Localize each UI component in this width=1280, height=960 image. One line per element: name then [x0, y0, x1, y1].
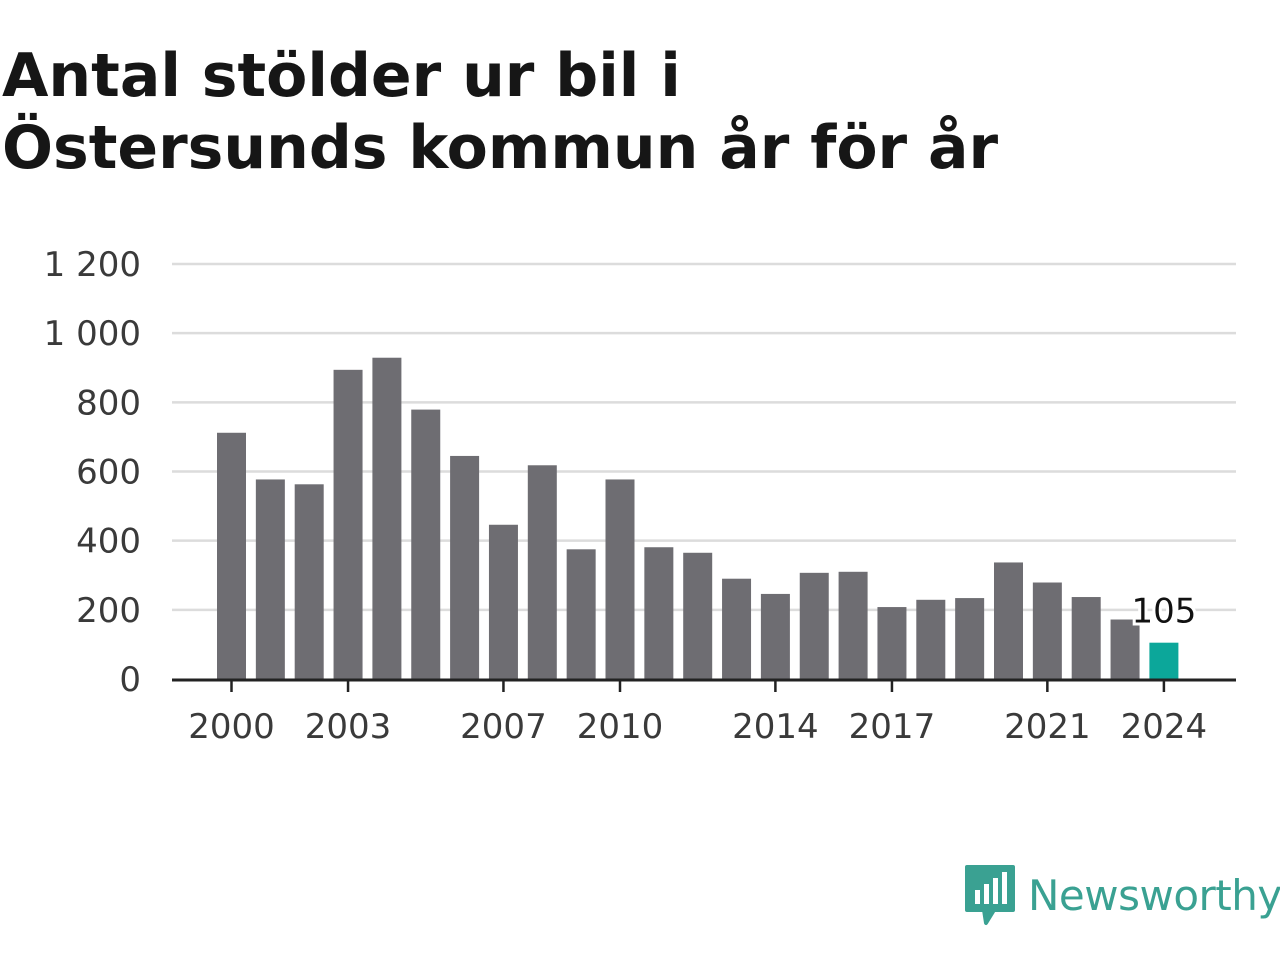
bar-2022: [1071, 597, 1101, 679]
bar-2010: [605, 479, 635, 679]
y-axis-ticks: 0 200 400 600 800 1 000 1 200: [44, 245, 141, 700]
bar-2023: [1110, 619, 1140, 679]
x-tick-label: 2014: [732, 707, 819, 747]
x-tick-label: 2010: [577, 707, 664, 747]
bar-2003: [333, 369, 363, 679]
x-tick-label: 2021: [1004, 707, 1091, 747]
x-tick-label: 2007: [460, 707, 547, 747]
bar-2024: [1149, 642, 1179, 679]
bar-2001: [255, 479, 285, 679]
bar-2011: [644, 547, 674, 679]
x-tick-label: 2000: [188, 707, 275, 747]
bar-2004: [372, 357, 402, 679]
data-labels: 105: [1128, 589, 1199, 635]
x-tick-label: 2003: [305, 707, 392, 747]
bar-2012: [683, 552, 713, 679]
bar-2016: [838, 571, 868, 679]
bar-2014: [760, 593, 790, 679]
y-tick-label: 400: [76, 522, 141, 562]
bar-2006: [450, 455, 480, 679]
bar-2007: [488, 524, 518, 679]
newsworthy-logo-icon: [965, 865, 1015, 925]
brand-logo: Newsworthy: [964, 862, 1280, 928]
x-tick-label: 2024: [1121, 707, 1208, 747]
bar-2000: [217, 432, 246, 679]
bar-2005: [411, 409, 441, 679]
y-tick-label: 600: [76, 453, 141, 493]
bar-2015: [799, 572, 829, 679]
bar-2020: [994, 562, 1023, 679]
chart-title: Antal stölder ur bil i Östersunds kommun…: [2, 41, 999, 183]
bar-2017: [877, 607, 907, 679]
bar-2008: [527, 465, 557, 679]
y-tick-label: 200: [76, 591, 141, 631]
y-tick-label: 0: [119, 660, 141, 700]
bar-2021: [1032, 582, 1062, 679]
bar-2018: [916, 599, 946, 679]
data-label-2024: 105: [1131, 592, 1196, 632]
y-tick-label: 1 200: [44, 245, 141, 285]
bar-2009: [566, 549, 596, 679]
bar-2019: [955, 598, 985, 679]
bar-2013: [722, 578, 752, 679]
y-tick-label: 1 000: [44, 314, 141, 354]
bar-2002: [294, 484, 324, 679]
x-axis-ticks: 2000 2003 2007 2010 2014 2017 2021 2024: [188, 680, 1207, 747]
y-tick-label: 800: [76, 383, 141, 423]
bars: [217, 357, 1179, 679]
brand-name: Newsworthy: [1028, 870, 1280, 920]
x-tick-label: 2017: [849, 707, 936, 747]
